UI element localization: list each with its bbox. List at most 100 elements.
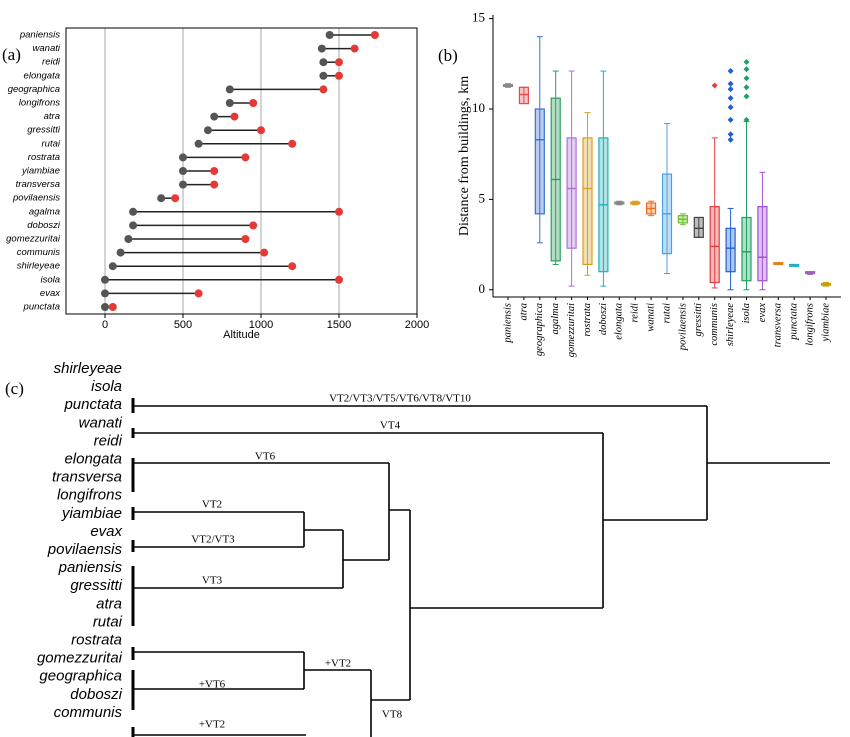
x-tick-label: communis [709,303,720,346]
min-dot [210,112,219,121]
branch-label: VT2 [202,499,222,511]
min-dot [101,275,109,284]
panel-label: (c) [5,379,24,398]
min-dot [319,71,328,80]
min-dot [194,139,203,148]
y-tick-label: geographica [8,84,60,95]
x-tick-label: punctata [789,303,800,341]
min-dot [157,194,166,203]
x-tick-label: 2000 [405,319,429,331]
outlier [743,84,750,91]
min-dot [179,180,187,189]
box [709,206,720,284]
branch-label: VT4 [380,420,401,432]
leaf-label: gomezzuritai [37,650,123,667]
max-dot [249,221,258,230]
leaf-label: povilaensis [47,541,123,558]
min-dot [116,248,125,257]
branch-label: +VT2 [325,658,351,670]
leaf-label: atra [96,595,122,612]
max-dot [108,303,117,311]
x-tick-label: 0 [102,319,108,331]
x-tick-label: 1000 [249,319,273,331]
y-tick-label: reidi [42,57,61,68]
max-dot [370,31,379,39]
leaf-label: geographica [39,668,122,685]
y-tick-label: 0 [479,281,486,296]
x-tick-label: gomezzuritai [566,303,577,357]
branch [133,462,603,700]
y-tick-label: isola [40,274,60,285]
y-tick-label: rutai [42,138,61,149]
y-tick-label: yiambiae [21,166,60,177]
y-tick-label: punctata [23,302,60,313]
max-dot [230,112,239,121]
max-dot [319,85,328,94]
max-dot [194,289,203,298]
box [566,137,577,249]
outlier [727,131,734,138]
x-tick-label: 500 [174,319,192,331]
max-dot [335,58,343,67]
leaf-label: wanati [79,414,123,431]
min-dot [203,126,212,135]
max-dot [350,44,359,53]
x-tick-label: isola [741,303,752,323]
box [534,108,545,215]
y-tick-label: 5 [479,190,486,205]
x-tick-label: longifrons [805,303,816,346]
max-dot [241,235,250,243]
box [741,216,752,282]
leaf-label: transversa [52,469,122,486]
panel-label: (a) [2,45,21,64]
leaf-label: isola [91,378,122,395]
y-tick-label: povilaensis [12,193,60,204]
branch-label: +VT6 [199,679,226,691]
y-tick-label: gomezzuritai [6,234,61,245]
outlier [727,86,734,93]
x-tick-label: geographica [534,303,545,356]
min-dot [325,31,334,39]
leaf-label: punctata [63,396,122,413]
outlier [743,59,750,65]
min-dot [108,262,117,271]
branch-label: VT2/VT3 [191,534,235,546]
max-dot [288,262,297,271]
branch-label: VT2/VT3/VT5/VT6/VT8/VT10 [329,393,471,405]
max-dot [210,180,219,189]
y-tick-label: atra [44,111,60,122]
x-tick-label: evax [757,303,768,323]
min-dot [319,58,328,67]
y-tick-label: elongata [24,70,60,81]
x-tick-label: wanati [646,303,657,332]
x-axis-label: Altitude [223,329,260,341]
branch-label: +VT2 [199,719,225,731]
x-tick-label: atra [518,303,529,321]
max-dot [210,167,219,175]
max-dot [249,99,258,107]
outlier [727,68,734,75]
branch-label: VT3 [202,575,223,587]
box [582,137,593,266]
y-tick-label: longifrons [19,98,60,109]
box [518,86,530,105]
max-dot [260,248,269,257]
min-dot [124,235,133,243]
outlier [727,95,734,102]
min-dot [225,85,234,94]
leaf-label: doboszi [70,686,122,703]
min-dot [101,289,109,298]
outlier [727,136,734,143]
max-dot [241,153,250,162]
min-dot [129,221,138,230]
x-tick-label: 1500 [327,319,351,331]
plot-frame [65,27,418,315]
x-tick-label: povilaensis [677,303,688,351]
x-tick-label: gressitti [693,303,704,337]
outlier [727,80,734,87]
leaf-label: reidi [94,432,123,449]
y-tick-label: paniensis [19,30,60,41]
x-tick-label: doboszi [598,303,609,335]
